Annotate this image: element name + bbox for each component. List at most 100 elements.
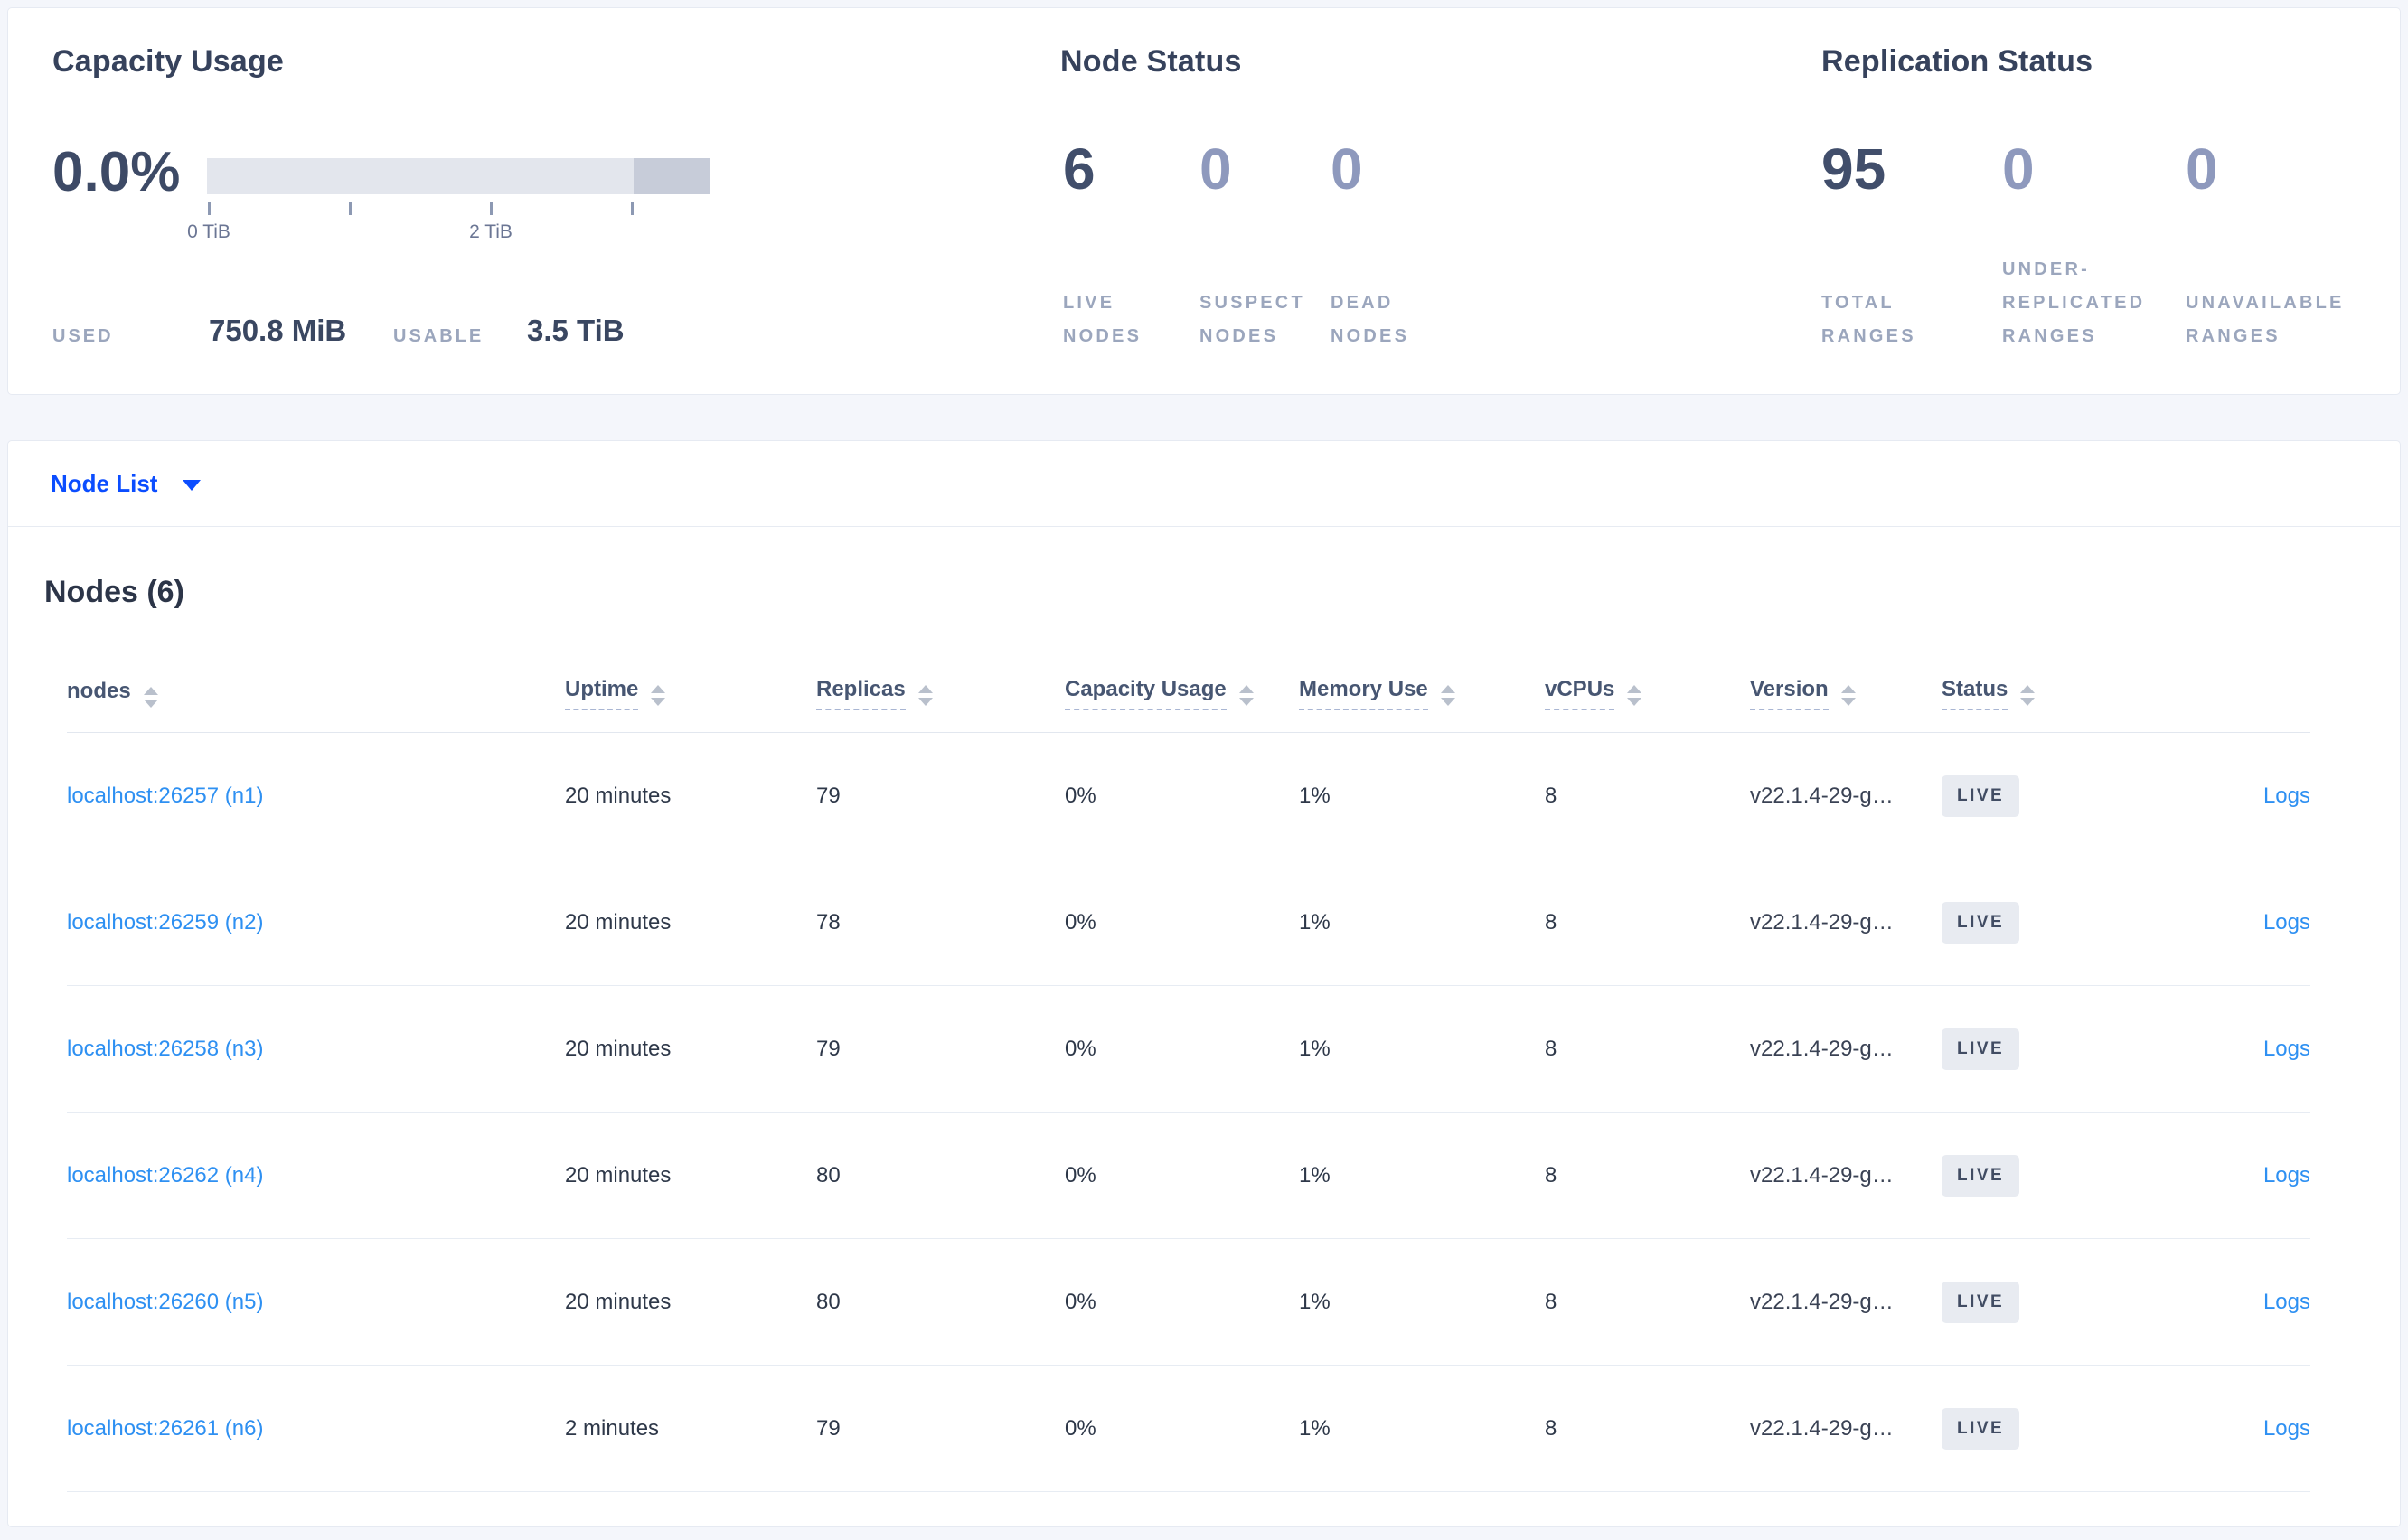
live-nodes-label: LIVE NODES [1063,293,1143,346]
status-badge: LIVE [1942,901,2020,944]
vcpus-cell: 8 [1545,783,1557,808]
node-cell: localhost:26258 (n3) [67,1037,565,1062]
replicas-cell: 80 [816,1289,841,1314]
sort-icon[interactable] [143,687,158,708]
capacity-usage-bar [207,158,710,194]
unavailable-ranges-value: 0 [2186,136,2218,202]
capacity-usage-cell: 0% [1065,1036,1096,1061]
status-cell: LIVE [1942,775,2107,817]
vcpus-cell: 8 [1545,1162,1557,1188]
memory-use-cell: 1% [1299,1289,1331,1314]
capacity-usage-cell: 0% [1065,1415,1096,1441]
header-memory-use[interactable]: Memory Use [1299,677,1545,732]
node-cell: localhost:26262 (n4) [67,1163,565,1188]
logs-link[interactable]: Logs [2262,1036,2310,1061]
node-status-title: Node Status [1060,44,1242,79]
logs-cell: Logs [2107,910,2310,935]
logs-link[interactable]: Logs [2262,1415,2310,1441]
sort-icon[interactable] [917,685,933,706]
under-replicated-ranges-stat: 0 UNDER- REPLICATED RANGES [2002,140,2187,353]
node-cell: localhost:26260 (n5) [67,1290,565,1315]
axis-tick [349,202,352,215]
status-cell: LIVE [1942,1154,2107,1197]
sort-icon[interactable] [651,685,666,706]
uptime-cell: 20 minutes [565,783,672,808]
header-capacity-usage[interactable]: Capacity Usage [1065,677,1299,732]
node-link[interactable]: localhost:26261 (n6) [67,1415,264,1441]
status-cell: LIVE [1942,901,2107,944]
node-link[interactable]: localhost:26259 (n2) [67,909,264,934]
usable-value: 3.5 TiB [527,314,625,347]
capacity-usage-cell: 0% [1065,1162,1096,1188]
logs-cell: Logs [2107,1290,2310,1315]
capacity-usage-title: Capacity Usage [52,44,285,79]
sort-icon[interactable] [1440,685,1455,706]
logs-link[interactable]: Logs [2262,1289,2310,1314]
logs-cell: Logs [2107,1416,2310,1441]
cluster-summary-card: Capacity Usage 0.0% 0 TiB 2 TiB USED 750… [7,7,2401,395]
node-cell: localhost:26261 (n6) [67,1416,565,1441]
memory-use-cell: 1% [1299,1036,1331,1061]
memory-use-cell: 1% [1299,1162,1331,1188]
header-vcpus[interactable]: vCPUs [1545,677,1750,732]
logs-link[interactable]: Logs [2262,1162,2310,1188]
replicas-cell: 79 [816,1036,841,1061]
dead-nodes-value: 0 [1331,136,1363,202]
suspect-nodes-value: 0 [1199,136,1232,202]
status-cell: LIVE [1942,1281,2107,1323]
sort-icon[interactable] [1238,685,1254,706]
node-link[interactable]: localhost:26257 (n1) [67,783,264,808]
capacity-bar-reserved-segment [634,158,710,194]
capacity-usage-percent: 0.0% [52,141,181,203]
used-value: 750.8 MiB [209,314,347,347]
table-row: localhost:26257 (n1) 20 minutes 79 0% 1% 8 v22… [67,733,2310,859]
node-list-dropdown-label: Node List [51,469,158,497]
axis-tick [631,202,634,215]
status-badge: LIVE [1942,1154,2020,1197]
status-badge: LIVE [1942,1028,2020,1070]
header-uptime[interactable]: Uptime [565,677,816,732]
node-link[interactable]: localhost:26262 (n4) [67,1162,264,1188]
status-cell: LIVE [1942,1028,2107,1070]
under-replicated-ranges-value: 0 [2002,136,2035,202]
header-nodes[interactable]: nodes [67,679,565,732]
header-logs [2107,685,2310,732]
node-list-card: Node List Nodes (6) nodes Uptime Replica… [7,440,2401,1527]
logs-link[interactable]: Logs [2262,909,2310,934]
live-nodes-stat: 6 LIVE NODES [1063,140,1167,353]
live-nodes-value: 6 [1063,136,1096,202]
sort-icon[interactable] [1627,685,1642,706]
node-link[interactable]: localhost:26258 (n3) [67,1036,264,1061]
node-list-dropdown[interactable]: Node List [51,469,202,498]
uptime-cell: 20 minutes [565,1162,672,1188]
logs-cell: Logs [2107,1163,2310,1188]
sort-icon[interactable] [1840,685,1856,706]
replicas-cell: 80 [816,1162,841,1188]
memory-use-cell: 1% [1299,1415,1331,1441]
capacity-usage-cell: 0% [1065,1289,1096,1314]
logs-cell: Logs [2107,1037,2310,1062]
sort-icon[interactable] [2020,685,2036,706]
header-status[interactable]: Status [1942,677,2107,732]
status-badge: LIVE [1942,775,2020,817]
logs-link[interactable]: Logs [2262,783,2310,808]
total-ranges-label: TOTAL RANGES [1821,293,1916,346]
header-replicas[interactable]: Replicas [816,677,1065,732]
uptime-cell: 20 minutes [565,1289,672,1314]
header-version[interactable]: Version [1750,677,1942,732]
axis-tick-label: 2 TiB [469,221,513,242]
axis-tick-label: 0 TiB [187,221,230,242]
vcpus-cell: 8 [1545,909,1557,934]
capacity-usage-cell: 0% [1065,783,1096,808]
node-link[interactable]: localhost:26260 (n5) [67,1289,264,1314]
capacity-axis [207,202,710,216]
unavailable-ranges-stat: 0 UNAVAILABLE RANGES [2186,140,2398,353]
total-ranges-stat: 95 TOTAL RANGES [1821,140,1943,353]
version-cell: v22.1.4-29-g… [1750,1036,1894,1061]
suspect-nodes-label: SUSPECT NODES [1199,293,1305,346]
version-cell: v22.1.4-29-g… [1750,1162,1894,1188]
replicas-cell: 78 [816,909,841,934]
dead-nodes-label: DEAD NODES [1331,293,1410,346]
used-label: USED [52,326,114,346]
vcpus-cell: 8 [1545,1289,1557,1314]
